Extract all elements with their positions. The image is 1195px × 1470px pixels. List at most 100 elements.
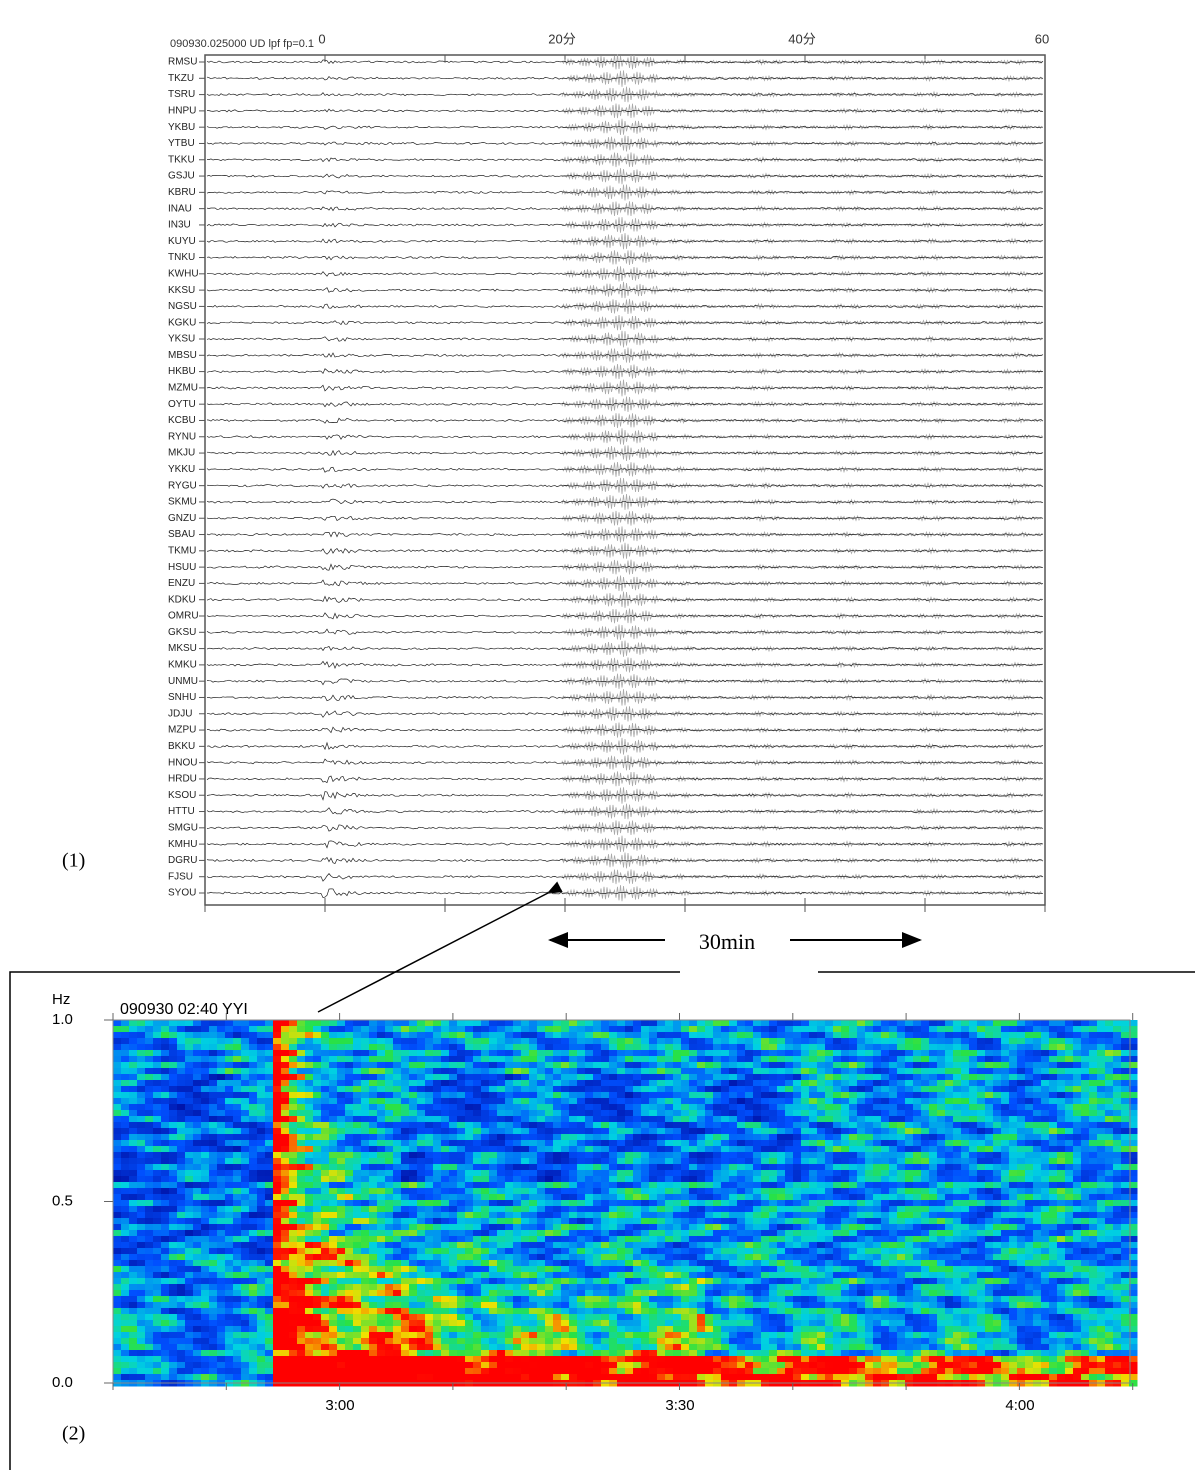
spectrogram-cell [113, 1152, 122, 1159]
spectrogram-cell [641, 1170, 650, 1177]
spectrogram-cell [1057, 1152, 1066, 1159]
spectrogram-cell [265, 1146, 274, 1153]
spectrogram-cell [1041, 1032, 1050, 1039]
spectrogram-cell [369, 1206, 378, 1213]
spectrogram-cell [569, 1086, 578, 1093]
spectrogram-cell [713, 1182, 722, 1189]
spectrogram-cell [865, 1068, 874, 1075]
spectrogram-cell [233, 1056, 242, 1063]
spectrogram-cell [513, 1086, 522, 1093]
spectrogram-cell [641, 1230, 650, 1237]
spectrogram-cell [177, 1062, 186, 1069]
spectrogram-cell [857, 1242, 866, 1249]
spectrogram-cell [1057, 1176, 1066, 1183]
spectrogram-cell [817, 1236, 826, 1243]
spectrogram-cell [977, 1026, 986, 1033]
spectrogram-cell [1041, 1194, 1050, 1201]
spectrogram-cell [841, 1074, 850, 1081]
spectrogram-cell [433, 1176, 442, 1183]
spectrogram-cell [137, 1038, 146, 1045]
spectrogram-cell [257, 1074, 266, 1081]
spectrogram-cell [673, 1020, 682, 1027]
spectrogram-cell [721, 1092, 730, 1099]
spectrogram-cell [545, 1080, 554, 1087]
spectrogram-cell [497, 1188, 506, 1195]
spectrogram-cell [553, 1248, 562, 1255]
spectrogram-cell [609, 1128, 618, 1135]
spectrogram-cell [769, 1242, 778, 1249]
spectrogram-cell [649, 1164, 658, 1171]
spectrogram-cell [945, 1116, 954, 1123]
spectrogram-cell [281, 1176, 290, 1183]
spectrogram-cell [1089, 1050, 1098, 1057]
spectrogram-cell [601, 1134, 610, 1141]
spectrogram-cell [337, 1194, 346, 1201]
spectrogram-cell [481, 1056, 490, 1063]
spectrogram-cell [393, 1248, 402, 1255]
spectrogram-cell [169, 1140, 178, 1147]
spectrogram-cell [729, 1122, 738, 1129]
spectrogram-cell [449, 1116, 458, 1123]
spectrogram-cell [937, 1230, 946, 1237]
spectrogram-cell [953, 1242, 962, 1249]
spectrogram-cell [1073, 1074, 1082, 1081]
spectrogram-cell [625, 1200, 634, 1207]
spectrogram-cell [897, 1092, 906, 1099]
spectrogram-cell [169, 1020, 178, 1027]
spectrogram-cell [985, 1092, 994, 1099]
spectrogram-cell [1081, 1044, 1090, 1051]
spectrogram-cell [201, 1164, 210, 1171]
spectrogram-cell [1097, 1128, 1106, 1135]
spectrogram-cell [697, 1170, 706, 1177]
spectrogram-cell [761, 1104, 770, 1111]
spectrogram-cell [745, 1212, 754, 1219]
spectrogram-cell [777, 1098, 786, 1105]
spectrogram-cell [641, 1176, 650, 1183]
spectrogram-cell [305, 1068, 314, 1075]
spectrogram-cell [521, 1218, 530, 1225]
spectrogram-cell [601, 1140, 610, 1147]
spectrogram-cell [761, 1218, 770, 1225]
spectrogram-cell [169, 1176, 178, 1183]
spectrogram-cell [337, 1230, 346, 1237]
spectrogram-cell [441, 1164, 450, 1171]
spectrogram-cell [1041, 1152, 1050, 1159]
spectrogram-cell [1017, 1128, 1026, 1135]
spectrogram-cell [857, 1092, 866, 1099]
spectrogram-cell [369, 1146, 378, 1153]
spectrogram-cell [1041, 1140, 1050, 1147]
spectrogram-cell [657, 1062, 666, 1069]
spectrogram-cell [921, 1230, 930, 1237]
spectrogram-cell [521, 1170, 530, 1177]
spectrogram-cell [793, 1044, 802, 1051]
spectrogram-cell [649, 1026, 658, 1033]
spectrogram-cell [841, 1104, 850, 1111]
spectrogram-cell [897, 1080, 906, 1087]
spectrogram-cell [505, 1194, 514, 1201]
spectrogram-cell [641, 1200, 650, 1207]
spectrogram-cell [497, 1170, 506, 1177]
spectrogram-cell [257, 1230, 266, 1237]
spectrogram-cell [185, 1092, 194, 1099]
spectrogram-cell [401, 1092, 410, 1099]
spectrogram-cell [329, 1200, 338, 1207]
spectrogram-cell [1017, 1044, 1026, 1051]
spectrogram-cell [137, 1128, 146, 1135]
spectrogram-cell [1041, 1026, 1050, 1033]
spectrogram-cell [465, 1158, 474, 1165]
spectrogram-cell [521, 1134, 530, 1141]
spectrogram-cell [257, 1194, 266, 1201]
spectrogram-cell [809, 1140, 818, 1147]
spectrogram-cell [921, 1062, 930, 1069]
spectrogram-cell [289, 1110, 298, 1117]
spectrogram-cell [657, 1188, 666, 1195]
spectrogram-cell [641, 1194, 650, 1201]
spectrogram-cell [489, 1074, 498, 1081]
spectrogram-cell [1057, 1206, 1066, 1213]
spectrogram-cell [249, 1020, 258, 1027]
spectrogram-cell [1049, 1068, 1058, 1075]
spectrogram-cell [257, 1122, 266, 1129]
spectrogram-cell [801, 1188, 810, 1195]
spectrogram-cell [401, 1122, 410, 1129]
spectrogram-cell [969, 1218, 978, 1225]
